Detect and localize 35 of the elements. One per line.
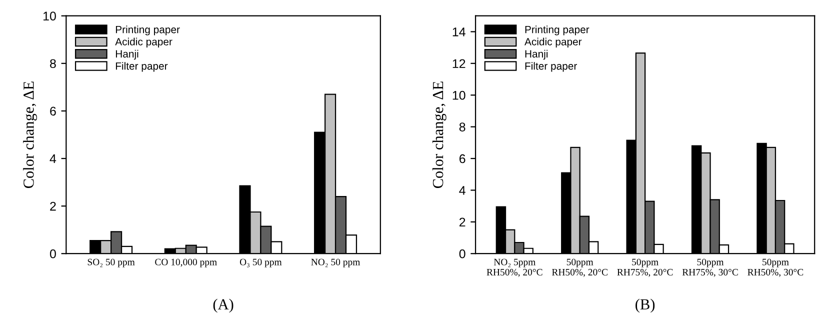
legend-label: Printing paper bbox=[116, 26, 180, 36]
x-tick-label: 50ppm RH50%, 30°C bbox=[748, 258, 804, 277]
y-tick-label: 2 bbox=[459, 218, 466, 226]
y-tick-label: 8 bbox=[50, 59, 56, 68]
y-tick-label: 10 bbox=[452, 90, 466, 100]
x-tick-label: NO₂ 5ppm RH50%, 20°C bbox=[486, 258, 542, 277]
text: (B) bbox=[636, 298, 655, 313]
text: (A) bbox=[213, 298, 234, 313]
y-tick-label: 0 bbox=[459, 249, 466, 258]
y-axis-title: Color change, ΔE bbox=[432, 82, 446, 188]
y-tick-label: 8 bbox=[459, 122, 466, 132]
x-tick-label: SO₂ 50 ppm bbox=[88, 258, 135, 268]
x-tick-label: 50ppm RH75%, 30°C bbox=[682, 258, 738, 277]
legend-label: Filter paper bbox=[116, 62, 168, 72]
legend-label: Filter paper bbox=[525, 62, 577, 72]
y-tick-label: 6 bbox=[459, 154, 466, 164]
x-tick-label: O₃ 50 ppm bbox=[240, 258, 282, 268]
x-tick-label: 50ppm RH75%, 20°C bbox=[617, 258, 673, 277]
y-tick-label: 2 bbox=[50, 202, 56, 211]
y-axis-title: Color change, ΔE bbox=[23, 82, 37, 188]
legend-label: Acidic paper bbox=[524, 38, 582, 48]
y-tick-label: 10 bbox=[43, 12, 56, 20]
x-tick-label: 50ppm RH50%, 20°C bbox=[552, 258, 608, 277]
y-tick-label: 14 bbox=[452, 28, 466, 36]
y-tick-label: 4 bbox=[459, 186, 466, 195]
y-tick-label: 12 bbox=[452, 59, 466, 68]
legend-label: Acidic paper bbox=[115, 38, 172, 48]
legend-label: Printing paper bbox=[525, 26, 590, 36]
x-tick-label: NO₂ 50 ppm bbox=[311, 258, 360, 268]
legend-label: Hanji bbox=[116, 50, 138, 60]
y-tick-label: 6 bbox=[50, 106, 56, 116]
y-tick-label: 4 bbox=[50, 154, 56, 164]
y-tick-label: 0 bbox=[50, 249, 56, 258]
legend-label: Hanji bbox=[525, 50, 548, 60]
x-tick-label: CO 10,000 ppm bbox=[155, 258, 217, 268]
